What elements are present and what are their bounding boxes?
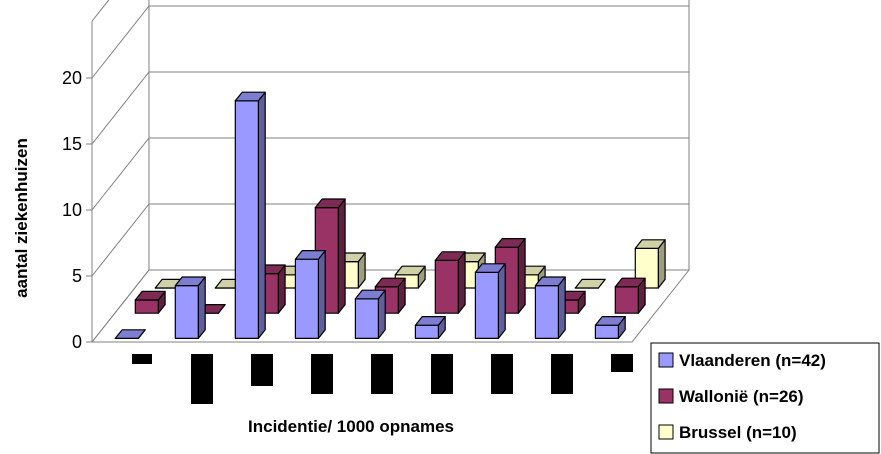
bar-vlaanderen-7: [474, 263, 506, 339]
bar-vlaanderen-2: [174, 276, 206, 339]
bar-walloni-6: [434, 251, 466, 314]
legend-swatch-3: [658, 424, 674, 440]
legend-label-1: Vlaanderen (n=42): [679, 351, 826, 370]
category-label-8: [551, 354, 573, 394]
y-tick-label: 15: [62, 134, 82, 154]
y-tick-label: 10: [62, 200, 82, 220]
bar-vlaanderen-1: [114, 329, 146, 339]
gridline: [91, 71, 689, 145]
legend-box: [650, 342, 880, 454]
bar-vlaanderen-6: [414, 316, 446, 339]
category-label-4: [311, 354, 333, 394]
category-label-2: [191, 354, 213, 404]
chart-bars: [114, 91, 666, 339]
bar-vlaanderen-3: [234, 91, 266, 339]
legend: Vlaanderen (n=42) Wallonië (n=26) Brussel …: [650, 342, 880, 454]
bar-vlaanderen-9: [594, 316, 626, 339]
legend-label-2: Wallonië (n=26): [679, 387, 804, 406]
gridline: [91, 137, 689, 211]
y-axis-ticks: 0 5 10 15 20: [62, 68, 92, 352]
legend-swatch-1: [658, 352, 674, 368]
bar-vlaanderen-4: [294, 250, 326, 339]
gridline: [91, 5, 689, 79]
category-label-blocks: [132, 354, 633, 404]
category-label-5: [371, 354, 393, 394]
bar-vlaanderen-8: [534, 276, 566, 339]
category-label-7: [491, 354, 513, 394]
x-axis-title: Incidentie/ 1000 opnames: [248, 417, 454, 436]
back-wall-frame: [91, 0, 690, 270]
y-tick-label: 0: [72, 332, 82, 352]
bar-brussel-8: [574, 278, 606, 289]
legend-label-3: Brussel (n=10): [679, 423, 797, 442]
y-axis-title: aantal ziekenhuizen: [12, 138, 31, 298]
bar-vlaanderen-5: [354, 289, 386, 339]
legend-swatch-2: [658, 388, 674, 404]
y-tick-label: 20: [62, 68, 82, 88]
category-label-1: [132, 354, 152, 364]
category-label-3: [251, 354, 273, 386]
category-label-6: [431, 354, 453, 394]
bar-walloni-1: [134, 290, 166, 314]
y-tick-label: 5: [72, 266, 82, 286]
gridline: [91, 203, 689, 277]
category-label-9: [611, 354, 633, 372]
bar-walloni-9: [614, 277, 646, 314]
